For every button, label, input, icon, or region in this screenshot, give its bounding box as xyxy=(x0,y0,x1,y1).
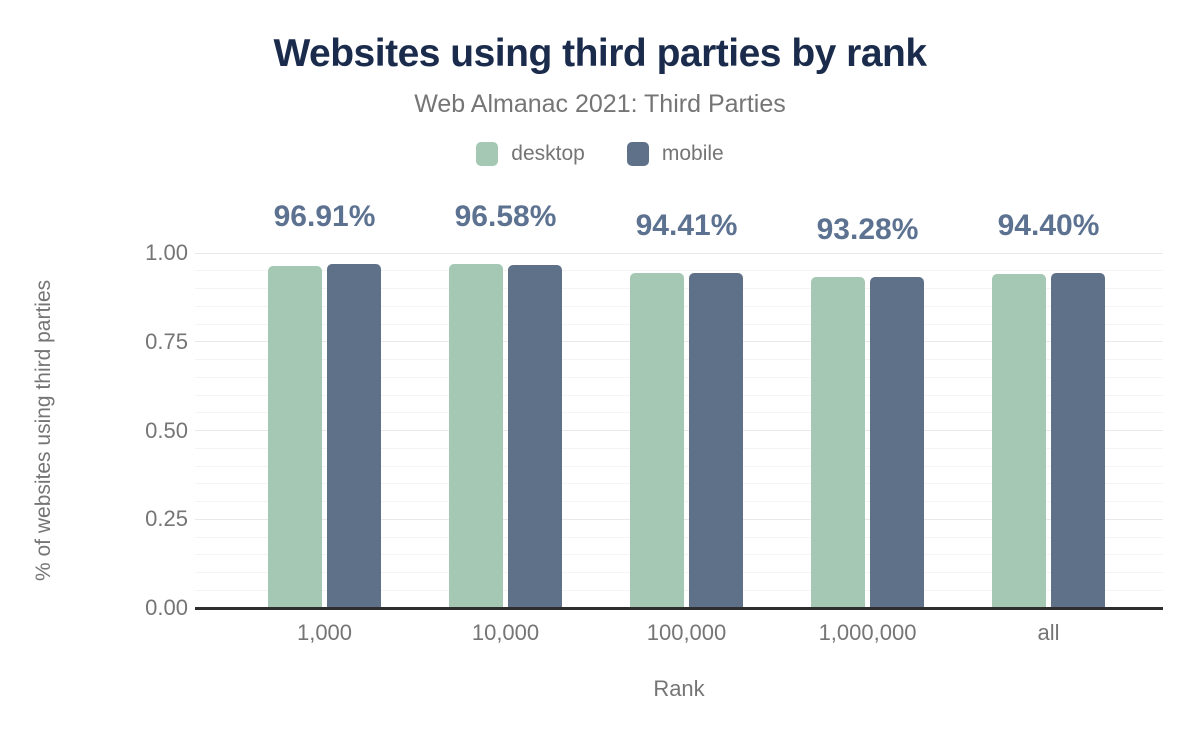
bar-desktop xyxy=(630,272,684,608)
y-tick-label: 1.00 xyxy=(145,240,188,265)
y-tick-label: 0.00 xyxy=(145,595,188,620)
bar-mobile xyxy=(689,272,743,608)
legend: desktop mobile xyxy=(0,142,1200,166)
y-tick-label: 0.50 xyxy=(145,417,188,443)
value-label: 93.28% xyxy=(816,212,919,246)
x-tick-label: 1,000 xyxy=(296,620,353,645)
bar-mobile xyxy=(870,276,924,608)
y-tick-label: 0.25 xyxy=(145,506,188,532)
x-tick-label: 100,000 xyxy=(646,620,727,645)
bar-mobile xyxy=(1051,272,1105,608)
value-label: 96.58% xyxy=(454,199,557,233)
y-tick-label: 0.75 xyxy=(145,328,188,354)
x-tick-label: all xyxy=(1037,620,1060,645)
bar-desktop xyxy=(449,263,503,608)
chart-subtitle: Web Almanac 2021: Third Parties xyxy=(414,90,786,118)
legend-label-mobile: mobile xyxy=(661,142,724,165)
mobile-swatch-icon xyxy=(626,142,649,166)
desktop-swatch-icon xyxy=(476,142,499,166)
x-tick-label: 10,000 xyxy=(471,620,540,645)
legend-item-desktop: desktop xyxy=(476,142,585,166)
value-label: 94.41% xyxy=(635,208,738,242)
x-tick-label: 1,000,000 xyxy=(818,620,917,645)
minor-gridline xyxy=(195,270,1163,272)
bar-desktop xyxy=(268,266,322,608)
legend-item-mobile: mobile xyxy=(626,142,724,166)
x-axis-title: Rank xyxy=(653,676,705,701)
y-axis-title: % of websites using third parties xyxy=(32,279,55,582)
legend-label-desktop: desktop xyxy=(511,142,585,165)
value-label: 96.91% xyxy=(273,199,376,233)
bar-desktop xyxy=(992,273,1046,608)
bar-mobile xyxy=(327,263,381,608)
chart-title: Websites using third parties by rank xyxy=(273,32,927,75)
major-gridline xyxy=(195,252,1163,254)
bar-desktop xyxy=(811,277,865,608)
bar-mobile xyxy=(508,265,562,608)
value-label: 94.40% xyxy=(997,208,1100,242)
x-axis-line xyxy=(195,607,1163,610)
